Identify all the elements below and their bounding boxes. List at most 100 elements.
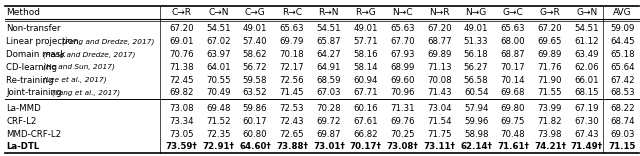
Text: 74.21†: 74.21† [534, 142, 566, 151]
Text: 71.61†: 71.61† [497, 142, 529, 151]
Text: 68.00: 68.00 [500, 37, 525, 46]
Text: 60.54: 60.54 [464, 88, 488, 97]
Text: 64.91: 64.91 [317, 63, 341, 72]
Text: 54.51: 54.51 [575, 24, 599, 33]
Text: La-DTL: La-DTL [6, 142, 40, 151]
Text: Joint-training: Joint-training [6, 88, 65, 97]
Text: (Peng and Dredze, 2017): (Peng and Dredze, 2017) [61, 38, 154, 45]
Text: Linear projection: Linear projection [6, 37, 82, 46]
Text: 64.27: 64.27 [317, 50, 341, 59]
Text: 49.01: 49.01 [464, 24, 488, 33]
Text: 65.63: 65.63 [500, 24, 525, 33]
Text: 60.16: 60.16 [353, 104, 378, 113]
Text: 72.91†: 72.91† [202, 142, 234, 151]
Text: AVG: AVG [613, 8, 632, 17]
Text: 70.49: 70.49 [206, 88, 230, 97]
Text: 72.35: 72.35 [206, 129, 230, 139]
Text: 68.59: 68.59 [317, 76, 341, 85]
Text: 64.45: 64.45 [610, 37, 635, 46]
Text: N→C: N→C [392, 8, 413, 17]
Text: 71.49†: 71.49† [571, 142, 603, 151]
Text: 67.71: 67.71 [353, 88, 378, 97]
Text: 73.99: 73.99 [538, 104, 562, 113]
Text: 69.87: 69.87 [317, 129, 341, 139]
Text: 67.19: 67.19 [575, 104, 599, 113]
Text: 71.52: 71.52 [206, 117, 230, 126]
Text: 72.45: 72.45 [169, 76, 194, 85]
Text: 71.15: 71.15 [609, 142, 636, 151]
Text: 73.11†: 73.11† [424, 142, 455, 151]
Text: 69.75: 69.75 [500, 117, 525, 126]
Text: 70.55: 70.55 [206, 76, 230, 85]
Text: 65.63: 65.63 [280, 24, 304, 33]
Text: 73.05: 73.05 [169, 129, 194, 139]
Text: 67.70: 67.70 [390, 37, 415, 46]
Text: 73.59†: 73.59† [166, 142, 197, 151]
Text: (Yang et al., 2017): (Yang et al., 2017) [52, 90, 120, 96]
Text: MMD-CRF-L2: MMD-CRF-L2 [6, 129, 61, 139]
Text: 69.68: 69.68 [500, 88, 525, 97]
Text: 59.96: 59.96 [464, 117, 488, 126]
Text: 58.14: 58.14 [353, 63, 378, 72]
Text: Non-transfer: Non-transfer [6, 24, 61, 33]
Text: 67.20: 67.20 [427, 24, 452, 33]
Text: 69.01: 69.01 [169, 37, 194, 46]
Text: 62.06: 62.06 [575, 63, 599, 72]
Text: 70.48: 70.48 [500, 129, 525, 139]
Text: 73.08†: 73.08† [387, 142, 419, 151]
Text: 71.45: 71.45 [280, 88, 304, 97]
Text: 57.71: 57.71 [353, 37, 378, 46]
Text: 72.43: 72.43 [280, 117, 304, 126]
Text: 71.90: 71.90 [538, 76, 562, 85]
Text: 67.61: 67.61 [353, 117, 378, 126]
Text: 70.25: 70.25 [390, 129, 415, 139]
Text: 69.76: 69.76 [390, 117, 415, 126]
Text: 59.58: 59.58 [243, 76, 268, 85]
Text: 68.99: 68.99 [390, 63, 415, 72]
Text: 58.98: 58.98 [464, 129, 488, 139]
Text: N→G: N→G [465, 8, 487, 17]
Text: 71.55: 71.55 [538, 88, 562, 97]
Text: 68.53: 68.53 [610, 88, 635, 97]
Text: 57.40: 57.40 [243, 37, 268, 46]
Text: 71.43: 71.43 [427, 88, 452, 97]
Text: C→R: C→R [172, 8, 191, 17]
Text: 58.16: 58.16 [353, 50, 378, 59]
Text: 68.74: 68.74 [610, 117, 635, 126]
Text: 67.93: 67.93 [390, 50, 415, 59]
Text: 70.17: 70.17 [500, 63, 525, 72]
Text: 69.60: 69.60 [390, 76, 415, 85]
Text: 68.22: 68.22 [610, 104, 635, 113]
Text: 49.01: 49.01 [353, 24, 378, 33]
Text: 65.63: 65.63 [390, 24, 415, 33]
Text: N→R: N→R [429, 8, 450, 17]
Text: 65.64: 65.64 [610, 63, 635, 72]
Text: 71.38: 71.38 [169, 63, 194, 72]
Text: 63.49: 63.49 [575, 50, 599, 59]
Text: 54.51: 54.51 [317, 24, 341, 33]
Text: 72.65: 72.65 [280, 129, 304, 139]
Text: 72.17: 72.17 [280, 63, 304, 72]
Text: 56.72: 56.72 [243, 63, 268, 72]
Text: Method: Method [6, 8, 40, 17]
Text: 64.01: 64.01 [206, 63, 230, 72]
Text: 67.42: 67.42 [610, 76, 635, 85]
Text: 71.54: 71.54 [427, 117, 452, 126]
Text: 73.98: 73.98 [538, 129, 562, 139]
Text: 65.87: 65.87 [317, 37, 341, 46]
Text: La-MMD: La-MMD [6, 104, 41, 113]
Text: 60.94: 60.94 [353, 76, 378, 85]
Text: 69.65: 69.65 [538, 37, 562, 46]
Text: 69.89: 69.89 [538, 50, 562, 59]
Text: 69.72: 69.72 [317, 117, 341, 126]
Text: 69.80: 69.80 [500, 104, 525, 113]
Text: 56.27: 56.27 [464, 63, 488, 72]
Text: 73.04: 73.04 [427, 104, 452, 113]
Text: (Peng and Dredze, 2017): (Peng and Dredze, 2017) [44, 51, 136, 58]
Text: 68.15: 68.15 [575, 88, 599, 97]
Text: 70.08: 70.08 [427, 76, 452, 85]
Text: 60.17: 60.17 [243, 117, 268, 126]
Text: R→N: R→N [319, 8, 339, 17]
Text: 66.82: 66.82 [353, 129, 378, 139]
Text: 69.89: 69.89 [427, 50, 452, 59]
